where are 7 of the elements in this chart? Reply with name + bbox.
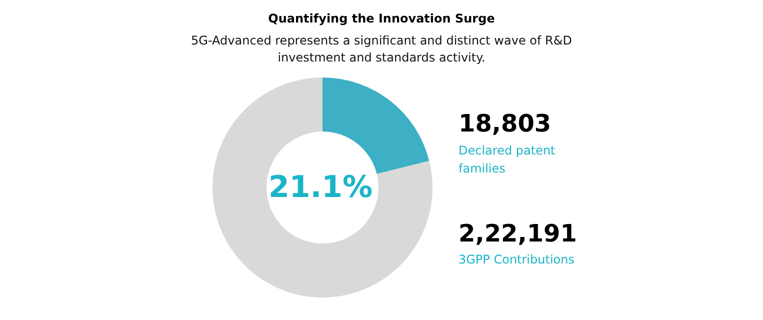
text: 2,22,191 <box>458 220 577 248</box>
text: 21.1% <box>268 170 373 205</box>
text: Declared patent families <box>458 144 556 176</box>
chart-subtitle: 5G-Advanced represents a significant and distinct wave of R&D investment and standards activity. <box>191 34 572 64</box>
text: 18,803 <box>458 110 552 138</box>
chart-title: Quantifying the Innovation Surge <box>268 12 495 26</box>
text: 3GPP Contributions <box>458 252 574 266</box>
